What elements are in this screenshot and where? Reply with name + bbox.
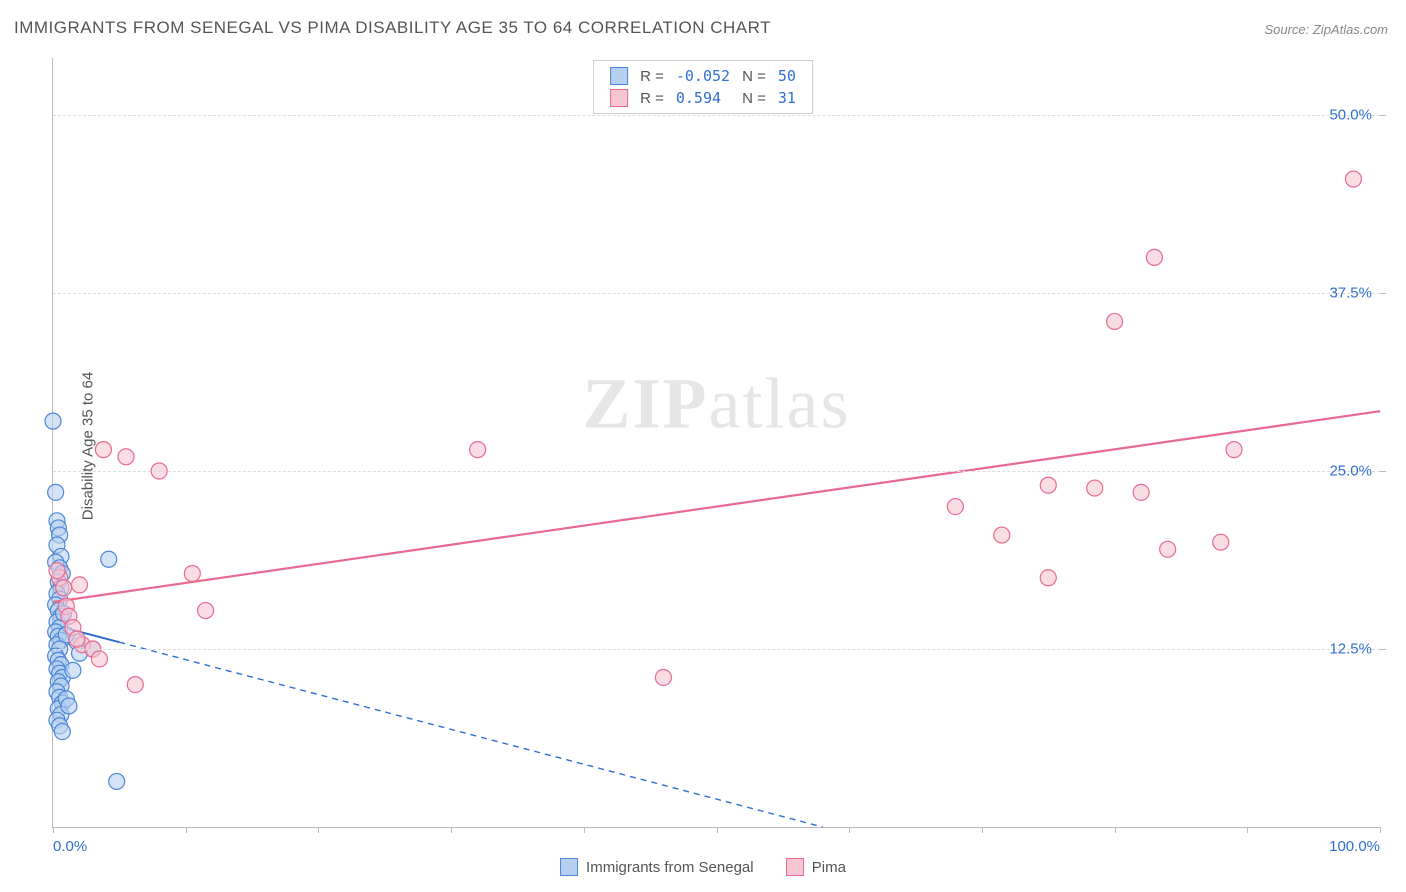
legend-N-value-pima: 31 [772,87,802,109]
legend-R-value-pima: 0.594 [670,87,736,109]
data-point [49,563,65,579]
data-point [470,442,486,458]
chart-svg [53,58,1380,827]
gridline [53,293,1380,294]
xtick [982,827,983,833]
data-point [56,580,72,596]
data-point [1160,541,1176,557]
data-point [1133,484,1149,500]
data-point [198,603,214,619]
data-point [1107,313,1123,329]
legend-swatch-senegal [610,67,628,85]
data-point [61,698,77,714]
ytick-label: 25.0% [1329,462,1372,479]
xtick [318,827,319,833]
gridline [53,471,1380,472]
data-point [118,449,134,465]
source-credit: Source: ZipAtlas.com [1264,22,1388,37]
ytick-label: 50.0% [1329,106,1372,123]
data-point [1087,480,1103,496]
xtick-label: 0.0% [53,838,87,855]
data-point [91,651,107,667]
data-point [65,662,81,678]
legend-swatch-pima [610,89,628,107]
data-point [54,724,70,740]
legend-N-value-senegal: 50 [772,65,802,87]
data-point [1146,249,1162,265]
legend-N-label: N = [736,65,772,87]
xtick [451,827,452,833]
data-point [1040,570,1056,586]
legend-R-value-senegal: -0.052 [670,65,736,87]
xtick [1380,827,1381,833]
data-point [127,677,143,693]
legend-R-label: R = [634,87,670,109]
ytick-label: 37.5% [1329,284,1372,301]
legend-swatch-pima [786,858,804,876]
legend-swatch-senegal [560,858,578,876]
legend-item-pima: Pima [786,858,846,876]
ytick [1380,293,1386,294]
ytick-label: 12.5% [1329,640,1372,657]
xtick [186,827,187,833]
data-point [69,631,85,647]
data-point [48,484,64,500]
legend-stats-row-pima: R = 0.594 N = 31 [604,87,802,109]
xtick [849,827,850,833]
data-point [109,773,125,789]
xtick [53,827,54,833]
data-point [184,566,200,582]
data-point [994,527,1010,543]
gridline [53,649,1380,650]
data-point [655,669,671,685]
legend-item-senegal: Immigrants from Senegal [560,858,754,876]
chart-title: IMMIGRANTS FROM SENEGAL VS PIMA DISABILI… [14,18,771,38]
data-point [1213,534,1229,550]
data-point [101,551,117,567]
xtick [1247,827,1248,833]
legend-R-label: R = [634,65,670,87]
xtick [1115,827,1116,833]
data-point [95,442,111,458]
ytick [1380,471,1386,472]
data-point [1345,171,1361,187]
ytick [1380,115,1386,116]
data-point [1226,442,1242,458]
legend-label-senegal: Immigrants from Senegal [586,859,754,876]
xtick-label: 100.0% [1329,838,1380,855]
legend-series: Immigrants from Senegal Pima [546,858,860,880]
legend-stats: R = -0.052 N = 50 R = 0.594 N = 31 [593,60,813,114]
data-point [1040,477,1056,493]
xtick [584,827,585,833]
data-point [947,499,963,515]
data-point [45,413,61,429]
gridline [53,115,1380,116]
ytick [1380,649,1386,650]
legend-label-pima: Pima [812,859,846,876]
legend-N-label: N = [736,87,772,109]
plot-area: ZIPatlas 12.5%25.0%37.5%50.0%0.0%100.0% [52,58,1380,828]
xtick [717,827,718,833]
data-point [72,577,88,593]
legend-stats-row-senegal: R = -0.052 N = 50 [604,65,802,87]
